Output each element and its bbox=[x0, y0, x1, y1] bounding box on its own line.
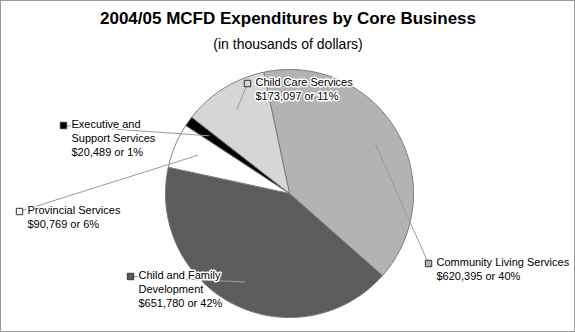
svg-text:Community Living Services$620,: Community Living Services$620,395 or 40% bbox=[437, 256, 570, 282]
svg-text:Child and FamilyDevelopment$65: Child and FamilyDevelopment$651,780 or 4… bbox=[139, 269, 223, 309]
svg-text:Provincial Services$90,769 or: Provincial Services$90,769 or 6% bbox=[28, 204, 121, 230]
svg-text:Executive andSupport Services$: Executive andSupport Services$20,489 or … bbox=[72, 118, 156, 158]
svg-text:2004/05 MCFD Expenditures by C: 2004/05 MCFD Expenditures by Core Busine… bbox=[100, 9, 476, 28]
svg-text:Child Care Services$173,097 or: Child Care Services$173,097 or 11% bbox=[256, 76, 354, 102]
svg-text:(in thousands of dollars): (in thousands of dollars) bbox=[213, 36, 362, 52]
